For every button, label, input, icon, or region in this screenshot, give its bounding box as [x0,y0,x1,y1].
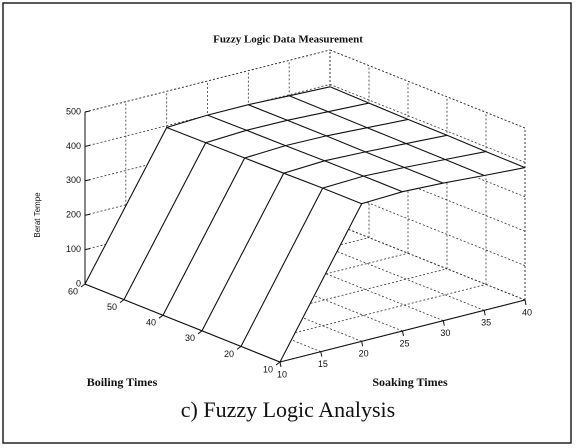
y-axis-label: Boiling Times [87,375,158,389]
grid-line [329,221,526,301]
grid-line [329,84,526,163]
surface-patch [207,104,288,131]
surface-patch [365,143,446,168]
z-tick-label: 400 [66,141,81,151]
y-tick [275,361,281,366]
surface-patch [163,158,284,331]
surface-patch [289,86,369,112]
x-tick [361,341,364,347]
surface-column [248,104,444,184]
surface-patch [85,127,206,300]
surface-patch [124,142,245,316]
z-tick-label: 0 [76,278,81,288]
surface-row [279,167,526,363]
y-tick [119,299,125,304]
surface-row [162,118,409,316]
y-tick-label: 10 [263,364,273,374]
x-tick-label: 40 [522,307,532,317]
surface-patch [326,127,407,152]
chart-title: Fuzzy Logic Data Measurement [213,34,363,46]
y-tick-label: 20 [224,349,234,359]
caption: c) Fuzzy Logic Analysis [181,397,395,422]
surface-patch [241,188,362,362]
y-tick-label: 60 [68,286,78,296]
surface-row [84,86,331,285]
x-tick-label: 10 [277,369,287,379]
y-tick-label: 30 [185,333,195,343]
surface-patch [322,176,403,204]
surface-patch [324,151,405,177]
grid-line [329,187,526,266]
surface-row [240,151,487,347]
surface-patch [246,120,327,146]
surface-patch [404,159,485,184]
grid-line [329,152,526,232]
surface-patch [328,103,408,128]
surface-patch [205,130,286,158]
z-tick [84,110,91,113]
x-tick [402,330,404,337]
z-tick-label: 300 [66,175,81,185]
surface-patch [367,119,447,144]
surface-patch [287,111,368,136]
z-tick [84,213,91,216]
surface-patch [406,135,486,160]
x-tick-label: 20 [359,349,369,359]
grid-line [289,231,485,311]
z-tick [84,179,91,182]
surface-column [207,114,403,193]
z-tick-label: 200 [66,210,81,220]
surface-column [166,126,362,205]
y-tick [236,345,242,350]
y-tick [80,283,86,288]
x-tick-label: 15 [318,359,328,369]
y-tick-label: 50 [107,302,117,312]
x-tick-label: 25 [399,338,409,348]
surface-patch [248,95,329,121]
x-axis-label: Soaking Times [372,375,448,389]
surface-patch [445,151,525,176]
surface-row [201,134,448,332]
surface-column [329,86,526,169]
z-tick [84,144,91,147]
surface-row [123,102,370,300]
z-tick-label: 500 [66,106,81,116]
surface-patch [363,167,444,192]
x-tick [320,351,323,357]
y-tick [197,330,203,335]
surface-column [84,283,281,363]
z-tick-label: 100 [66,244,81,254]
grid-line [248,242,444,322]
z-axis-label: Berat Tempe [33,192,42,238]
x-tick [442,320,445,326]
x-tick [524,299,527,306]
surface-patch [285,135,366,161]
z-tick [84,248,91,251]
y-tick [158,314,164,319]
y-tick-label: 40 [146,318,156,328]
surface-column [288,95,485,177]
surface-patch [202,173,323,347]
grid-line [329,49,526,129]
x-tick [483,310,486,316]
x-tick [279,361,282,368]
x-tick-label: 30 [440,328,450,338]
x-tick-label: 35 [481,318,491,328]
